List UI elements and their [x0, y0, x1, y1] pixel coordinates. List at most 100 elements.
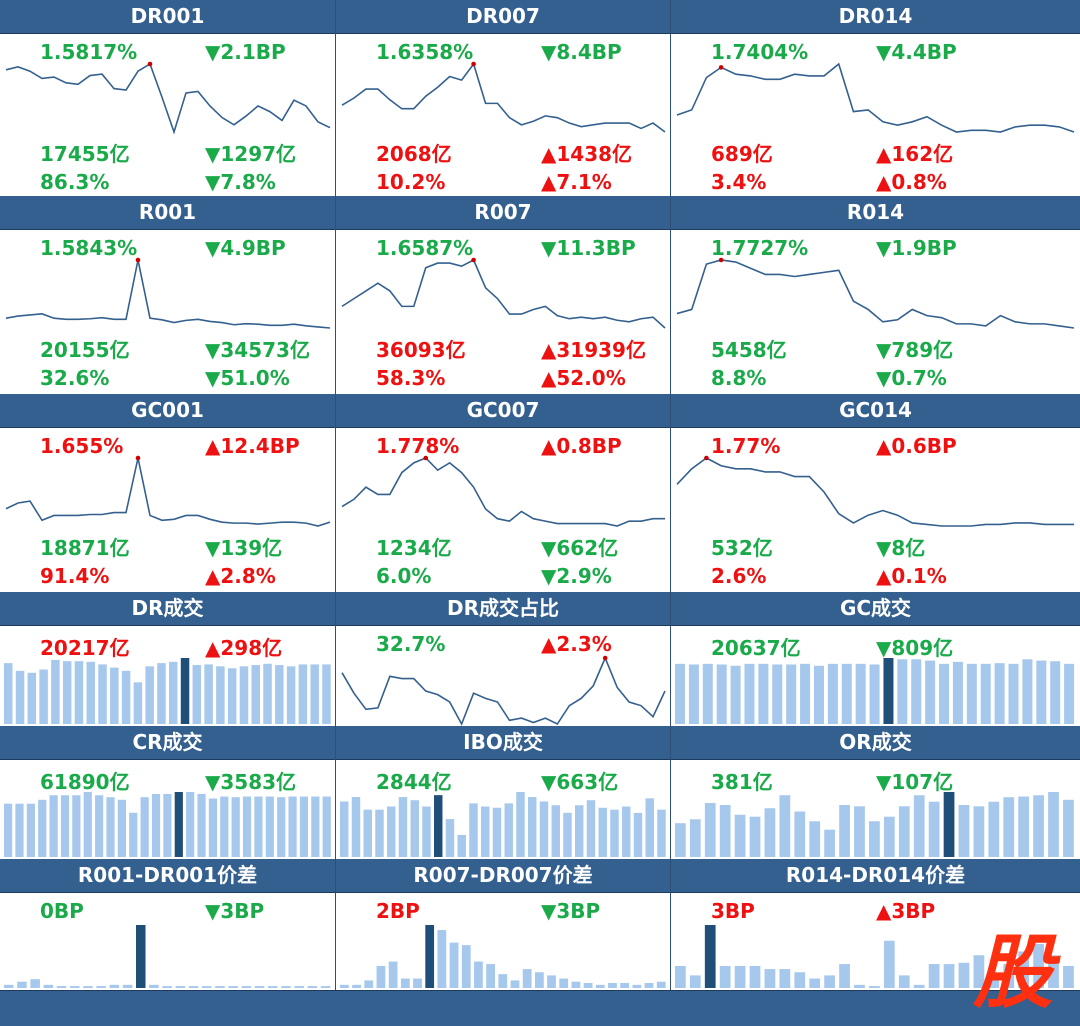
share-change: ▲52.0%	[541, 366, 626, 390]
gu-logo-icon: 股	[972, 930, 1061, 1010]
volume-value: 1234亿	[376, 536, 452, 560]
panel-title: GC007	[336, 394, 670, 428]
bar	[162, 986, 172, 988]
bar	[197, 793, 206, 857]
bar	[869, 821, 880, 857]
bar	[1048, 955, 1059, 988]
rate-value: 1.77%	[711, 434, 781, 458]
bar	[220, 796, 229, 857]
rate-value: 1.7727%	[711, 236, 809, 260]
bar	[645, 798, 654, 857]
bar	[943, 792, 955, 857]
bar	[400, 978, 410, 988]
bar	[110, 667, 119, 724]
rate-value: 1.6358%	[376, 40, 474, 64]
rate-value: 1.7404%	[711, 40, 809, 64]
panel-chart	[5, 455, 331, 527]
panel-4: R007 1.6587% ▼11.3BP 36093亿 ▲31939亿 58.3% ▲52.…	[336, 196, 671, 394]
bar	[486, 964, 495, 988]
bar	[56, 986, 67, 988]
bar	[320, 986, 331, 988]
volume-value: 61890亿	[40, 770, 130, 794]
series-line	[341, 258, 666, 329]
panel-11: GC成交 20637亿 ▼809亿	[671, 592, 1080, 726]
volume-value: 3BP	[711, 899, 755, 923]
series-line	[341, 457, 665, 527]
bar	[779, 795, 791, 857]
bar	[1050, 661, 1061, 724]
bar	[794, 811, 806, 857]
bar	[364, 980, 374, 988]
volume-change: ▼3BP	[205, 899, 265, 923]
share-value: 6.0%	[376, 564, 432, 588]
panel-title: GC014	[671, 394, 1080, 428]
bar	[363, 809, 372, 857]
volume-change: ▼662亿	[541, 536, 619, 560]
panel-chart	[340, 792, 666, 857]
volume-value: 689亿	[711, 142, 773, 166]
bar	[288, 796, 297, 857]
panel-chart	[341, 655, 666, 726]
panel-title: R001	[0, 196, 335, 230]
bar	[809, 978, 821, 988]
bar	[202, 986, 212, 988]
volume-change: ▲298亿	[205, 636, 283, 660]
series-line	[5, 62, 331, 135]
bar	[469, 803, 478, 857]
bar	[980, 663, 991, 724]
share-change: ▼51.0%	[205, 366, 290, 390]
peak-point	[718, 257, 724, 263]
bar	[188, 986, 199, 988]
bar	[734, 965, 746, 988]
bar	[551, 805, 560, 857]
bar	[610, 809, 619, 857]
series-line	[341, 655, 666, 726]
share-value: 2.6%	[711, 564, 767, 588]
panel-title: R014	[671, 196, 1080, 230]
share-change: ▼2.9%	[541, 564, 612, 588]
bar	[434, 795, 443, 857]
bar	[15, 803, 24, 857]
bar	[425, 925, 435, 988]
bar	[86, 661, 95, 724]
bar	[175, 986, 186, 988]
bar	[534, 972, 544, 988]
bar	[307, 986, 318, 988]
panel-chart	[341, 455, 665, 527]
bar	[413, 978, 422, 988]
volume-value: 2BP	[376, 899, 420, 923]
panel-title: DR014	[671, 0, 1080, 34]
bar	[702, 663, 713, 724]
panel-9: DR成交 20217亿 ▲298亿	[0, 592, 336, 726]
peak-point	[135, 455, 141, 461]
bar	[809, 821, 821, 857]
bar	[952, 661, 963, 724]
volume-change: ▲2.3%	[541, 632, 612, 656]
bar	[461, 945, 471, 988]
bar	[122, 984, 133, 988]
bar	[898, 975, 910, 988]
bar	[1018, 951, 1030, 988]
bar	[1018, 796, 1030, 857]
panel-0: DR001 1.5817% ▼2.1BP 17455亿 ▼1297亿 86.3% ▼7.8%	[0, 0, 336, 196]
bar	[925, 660, 936, 724]
panel-chart	[5, 257, 331, 329]
rate-change: ▲12.4BP	[205, 434, 300, 458]
bar	[730, 665, 741, 724]
bar	[340, 984, 349, 988]
rate-value: 1.5817%	[40, 40, 138, 64]
bar	[595, 984, 605, 988]
bar	[622, 806, 631, 857]
bar	[657, 809, 666, 857]
bar	[1022, 659, 1033, 724]
bar	[208, 798, 218, 857]
bar	[227, 668, 237, 724]
panel-13: IBO成交 2844亿 ▼663亿	[336, 726, 671, 859]
bar	[286, 666, 296, 724]
bar	[772, 664, 783, 724]
volume-change: ▲31939亿	[541, 338, 646, 362]
bar	[239, 666, 249, 724]
bar	[151, 793, 161, 857]
panel-3: R001 1.5843% ▼4.9BP 20155亿 ▼34573亿 32.6% ▼51.0…	[0, 196, 336, 394]
